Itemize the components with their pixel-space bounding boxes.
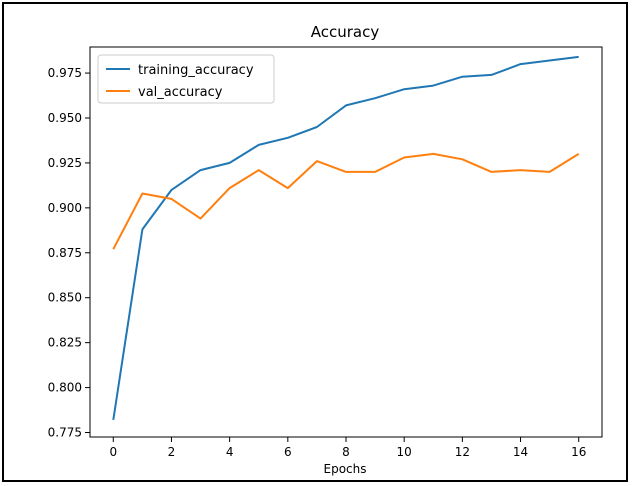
y-tick-label: 0.775 [48,426,82,440]
x-axis-ticks: 0 2 4 6 8 10 12 14 16 [109,437,586,459]
y-axis-ticks: 0.775 0.800 0.825 0.850 0.875 0.900 0.925 0.950… [48,66,90,440]
legend-box [97,54,275,104]
chart-title: Accuracy [311,23,380,41]
legend-label-val-accuracy: val_accuracy [138,85,223,100]
x-tick-label: 14 [513,445,528,459]
x-tick-label: 2 [168,445,176,459]
y-tick-label: 0.825 [48,336,82,350]
figure-frame: Accuracy 0 2 4 6 8 10 12 14 16 0.775 0.800 0.825 0.… [2,2,628,482]
x-tick-label: 6 [284,445,292,459]
series-lines [112,55,580,421]
x-tick-label: 12 [455,445,470,459]
y-tick-label: 0.950 [48,111,82,125]
series-line-training-accuracy [112,55,579,421]
legend: training_accuracy val_accuracy [97,54,275,104]
x-tick-label: 0 [109,445,117,459]
x-tick-label: 8 [342,445,350,459]
x-tick-label: 4 [226,445,234,459]
x-tick-label: 16 [571,445,586,459]
x-axis-label: Epochs [324,462,367,476]
y-tick-label: 0.850 [48,291,82,305]
y-tick-label: 0.925 [48,156,82,170]
y-tick-label: 0.975 [48,66,82,80]
y-tick-label: 0.875 [48,246,82,260]
y-tick-label: 0.900 [48,201,82,215]
y-tick-label: 0.800 [48,381,82,395]
legend-label-training-accuracy: training_accuracy [138,63,254,78]
series-line-val-accuracy [112,152,580,250]
line-chart: Accuracy 0 2 4 6 8 10 12 14 16 0.7750.8000.8250.… [48,23,603,476]
x-tick-label: 10 [397,445,412,459]
plot-area-border [89,46,603,438]
